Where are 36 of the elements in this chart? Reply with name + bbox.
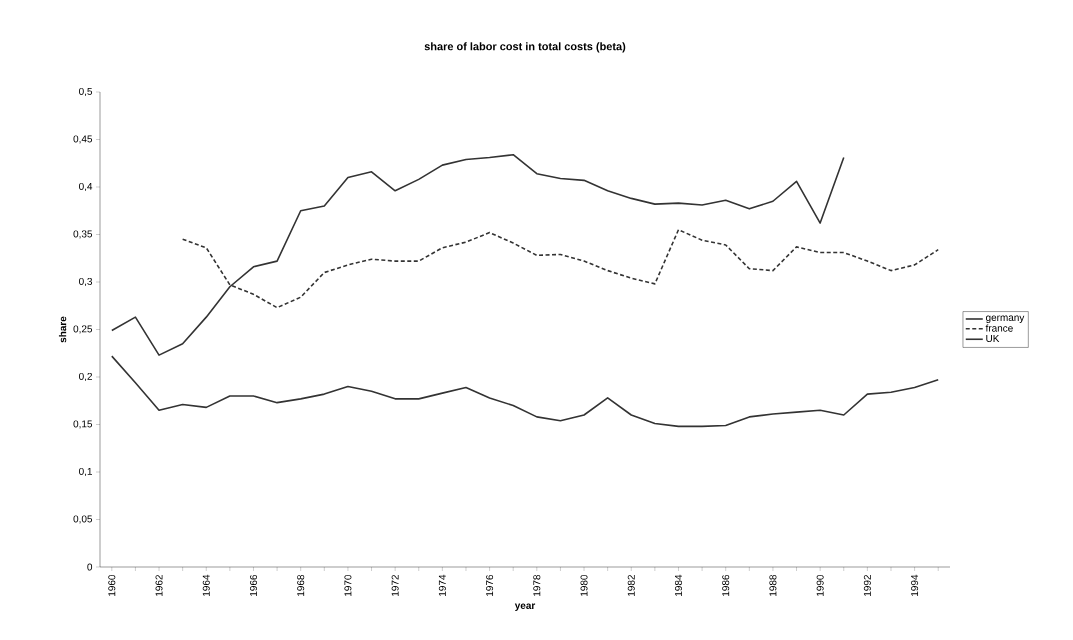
x-tick-label: 1990 [816,574,824,596]
x-tick-label: 1982 [627,575,635,596]
chart-title: share of labor cost in total costs (beta) [424,42,626,53]
x-tick-label: 1994 [911,574,919,596]
x-tick-label: 1984 [674,574,682,596]
x-tick-label: 1986 [722,574,730,596]
x-tick-label: 1966 [249,574,257,596]
y-tick-label: 0,1 [79,467,92,477]
y-tick-label: 0 [87,563,93,571]
y-axis-title: share [58,316,67,343]
x-tick-label: 1978 [533,574,541,596]
y-tick-label: 0,4 [79,182,93,192]
x-tick-label: 1970 [344,574,352,596]
legend-label: UK [986,335,1000,343]
y-tick-label: 0,5 [79,87,93,97]
y-tick-label: 0,05 [73,515,93,524]
line-series [111,355,940,428]
x-tick-label: 1968 [297,574,305,596]
x-tick-label: 1976 [486,574,494,596]
y-tick-label: 0,3 [79,277,93,287]
y-tick-label: 0,2 [79,372,92,382]
y-tick-label: 0,35 [73,230,93,239]
legend-label: france [985,324,1013,332]
x-tick-label: 1992 [863,575,871,596]
legend-label: germany [985,315,1025,323]
x-axis-title: year [514,603,536,611]
x-tick-label: 1974 [438,574,446,596]
y-tick-label: 0,45 [73,135,93,144]
y-tick-label: 0,15 [73,420,93,429]
x-tick-label: 1980 [580,574,588,596]
x-tick-label: 1962 [155,575,163,596]
x-tick-label: 1988 [769,574,777,596]
x-tick-label: 1960 [108,574,116,596]
x-tick-label: 1972 [391,575,399,596]
x-tick-label: 1964 [202,574,210,596]
y-tick-label: 0,25 [73,325,93,334]
